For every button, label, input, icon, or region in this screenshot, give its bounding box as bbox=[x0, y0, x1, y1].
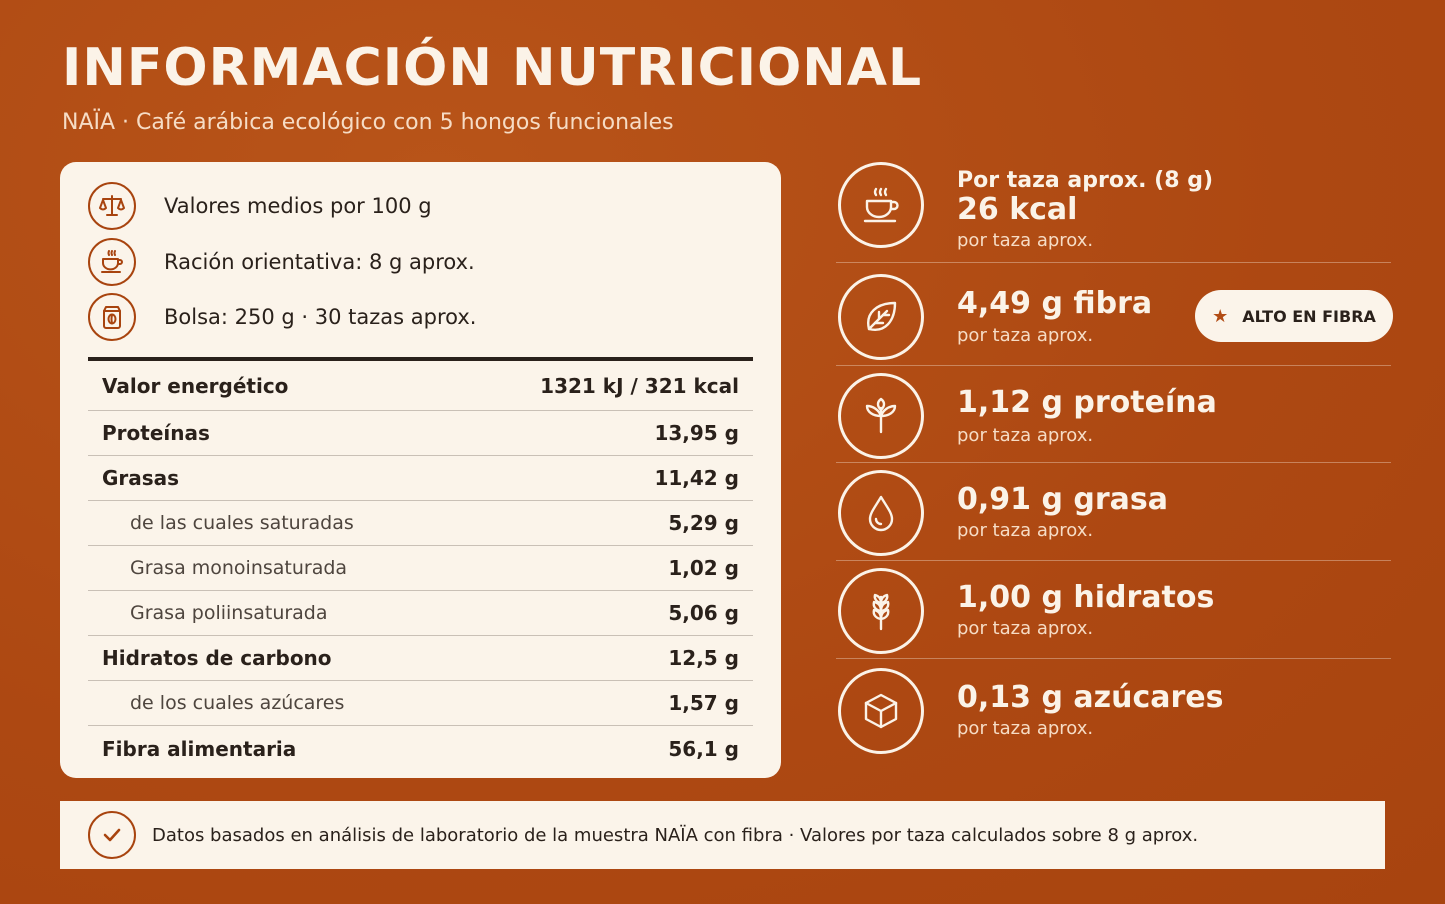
table-row: Proteínas 13,95 g bbox=[88, 411, 753, 456]
table-row: Valor energético 1321 kJ / 321 kcal bbox=[88, 361, 753, 411]
row-value: 5,06 g bbox=[668, 601, 739, 625]
table-row: Grasas 11,42 g bbox=[88, 456, 753, 501]
footer-text: Datos basados en análisis de laboratorio… bbox=[152, 824, 1199, 846]
divider bbox=[836, 365, 1391, 366]
row-label: Grasa poliinsaturada bbox=[130, 602, 328, 624]
page-subtitle: NAÏA · Café arábica ecológico con 5 hong… bbox=[62, 110, 674, 135]
coffee-cup-icon bbox=[838, 162, 924, 248]
table-row: Grasa poliinsaturada 5,06 g bbox=[88, 591, 753, 636]
cup-icon bbox=[88, 238, 136, 286]
row-value: 13,95 g bbox=[654, 421, 739, 445]
nutrition-table: Valor energético 1321 kJ / 321 kcal Prot… bbox=[88, 357, 753, 771]
table-row: Grasa monoinsaturada 1,02 g bbox=[88, 546, 753, 591]
page-title: INFORMACIÓN NUTRICIONAL bbox=[62, 38, 923, 98]
row-value: 56,1 g bbox=[668, 736, 739, 761]
row-value: 1,02 g bbox=[668, 556, 739, 580]
stat-value: 0,91 g grasa bbox=[957, 482, 1168, 517]
drop-icon bbox=[838, 470, 924, 556]
nutrition-card: Valores medios por 100 g Ración orientat… bbox=[60, 162, 781, 778]
stat-protein: 1,12 g proteína por taza aprox. bbox=[836, 373, 1391, 463]
row-value: 12,5 g bbox=[668, 646, 739, 670]
wheat-icon bbox=[838, 568, 924, 654]
meta-row-serving: Ración orientativa: 8 g aprox. bbox=[88, 238, 475, 286]
stat-value: 1,00 g hidratos bbox=[957, 580, 1215, 615]
stat-value: 4,49 g fibra bbox=[957, 286, 1153, 321]
stat-head: Por taza aprox. (8 g) bbox=[957, 168, 1214, 193]
stat-value: 1,12 g proteína bbox=[957, 385, 1217, 420]
divider bbox=[836, 262, 1391, 263]
stat-energy: Por taza aprox. (8 g) 26 kcal por taza a… bbox=[836, 162, 1391, 262]
stat-caption: por taza aprox. bbox=[957, 520, 1094, 541]
check-icon bbox=[88, 811, 136, 859]
row-label: Proteínas bbox=[102, 421, 210, 445]
star-icon: ★ bbox=[1212, 305, 1229, 327]
footer-note: Datos basados en análisis de laboratorio… bbox=[60, 801, 1385, 869]
high-fiber-badge: ★ ALTO EN FIBRA bbox=[1195, 290, 1393, 342]
row-value: 5,29 g bbox=[668, 511, 739, 535]
row-label: Grasas bbox=[102, 466, 180, 490]
meta-row-per-100g: Valores medios por 100 g bbox=[88, 182, 432, 230]
stat-sugar: 0,13 g azúcares por taza aprox. bbox=[836, 668, 1391, 758]
meta-text: Valores medios por 100 g bbox=[164, 194, 432, 218]
leaf-icon bbox=[838, 274, 924, 360]
row-label: Valor energético bbox=[102, 373, 289, 398]
row-label: Hidratos de carbono bbox=[102, 646, 332, 670]
row-label: de los cuales azúcares bbox=[130, 692, 345, 714]
row-value: 1321 kJ / 321 kcal bbox=[540, 373, 739, 398]
scale-icon bbox=[88, 182, 136, 230]
stat-value: 26 kcal bbox=[957, 192, 1078, 227]
cube-icon bbox=[838, 668, 924, 754]
row-value: 1,57 g bbox=[668, 691, 739, 715]
table-row: de los cuales azúcares 1,57 g bbox=[88, 681, 753, 726]
stat-caption: por taza aprox. bbox=[957, 230, 1094, 251]
row-label: de las cuales saturadas bbox=[130, 512, 354, 534]
table-row: Fibra alimentaria 56,1 g bbox=[88, 726, 753, 771]
stat-fiber: 4,49 g fibra por taza aprox. bbox=[836, 272, 1391, 362]
meta-text: Bolsa: 250 g · 30 tazas aprox. bbox=[164, 305, 477, 329]
divider bbox=[836, 462, 1391, 463]
stat-caption: por taza aprox. bbox=[957, 718, 1094, 739]
sprout-icon bbox=[838, 373, 924, 459]
stat-value: 0,13 g azúcares bbox=[957, 680, 1224, 715]
row-value: 11,42 g bbox=[654, 466, 739, 490]
divider bbox=[836, 560, 1391, 561]
stat-caption: por taza aprox. bbox=[957, 618, 1094, 639]
badge-label: ALTO EN FIBRA bbox=[1242, 306, 1376, 326]
divider bbox=[836, 658, 1391, 659]
row-label: Fibra alimentaria bbox=[102, 736, 297, 761]
stat-caption: por taza aprox. bbox=[957, 425, 1094, 446]
stat-carbs: 1,00 g hidratos por taza aprox. bbox=[836, 568, 1391, 658]
stat-caption: por taza aprox. bbox=[957, 325, 1094, 346]
meta-row-bag: Bolsa: 250 g · 30 tazas aprox. bbox=[88, 293, 476, 341]
meta-text: Ración orientativa: 8 g aprox. bbox=[164, 250, 475, 274]
table-row: Hidratos de carbono 12,5 g bbox=[88, 636, 753, 681]
row-label: Grasa monoinsaturada bbox=[130, 557, 348, 579]
bag-icon bbox=[88, 293, 136, 341]
stat-fat: 0,91 g grasa por taza aprox. bbox=[836, 470, 1391, 560]
table-row: de las cuales saturadas 5,29 g bbox=[88, 501, 753, 546]
